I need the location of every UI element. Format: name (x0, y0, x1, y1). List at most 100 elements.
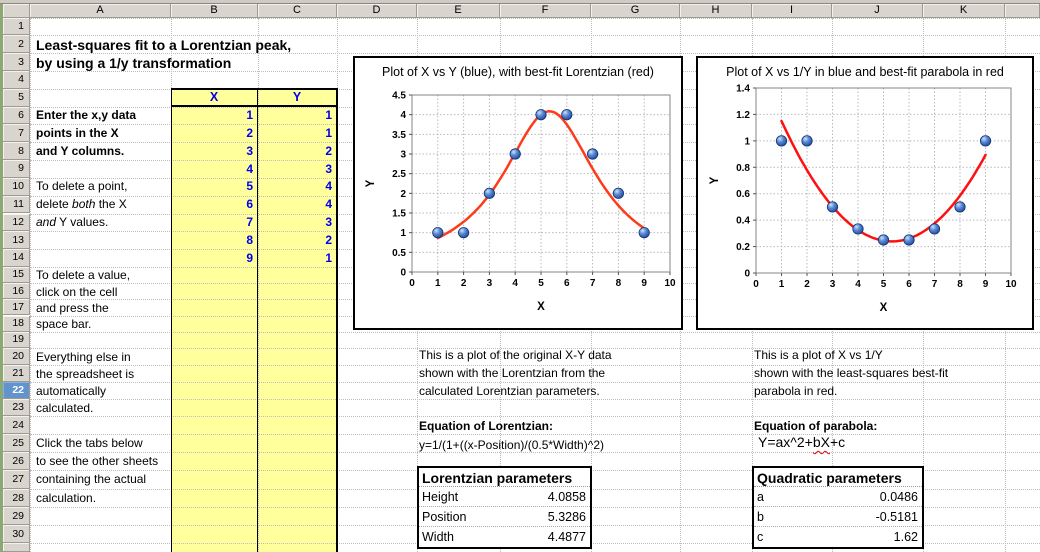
xy-lorentzian-chart[interactable]: 0 1 2 3 4 5 6 7 8 9 10 0 0.5 1 1.5 2 2.5 3 3.5 4 4.5 X Y Plot o… (353, 56, 683, 330)
instruction-cell-a15: To delete a value, (36, 267, 130, 283)
row-header-19[interactable]: 19 (3, 331, 30, 348)
row-header-26[interactable]: 26 (3, 452, 30, 470)
y-tick-label: 4 (400, 110, 406, 121)
grid-line (30, 331, 1040, 333)
y-data-cell-6[interactable]: 4 (325, 197, 332, 212)
row-header-10[interactable]: 10 (3, 177, 30, 196)
y-tick-label: 2 (400, 189, 406, 200)
column-header-A[interactable]: A (30, 4, 171, 18)
table-row[interactable]: Height 4.0858 (419, 487, 590, 507)
x-tick-label: 0 (753, 279, 759, 290)
y-data-cell-1[interactable]: 1 (325, 108, 332, 123)
row-header-15[interactable]: 15 (3, 266, 30, 283)
lorentzian-parameters-table[interactable]: Lorentzian parameters Height 4.0858 Posi… (417, 466, 592, 549)
row-header-12[interactable]: 12 (3, 213, 30, 232)
column-header-D[interactable]: D (337, 4, 417, 18)
table-row[interactable]: Width 4.4877 (419, 527, 590, 547)
row-header-25[interactable]: 25 (3, 434, 30, 452)
instruction-text-segment: and Y columns. (36, 143, 125, 158)
row-header-3[interactable]: 3 (3, 53, 30, 71)
param-label: a (757, 489, 764, 504)
x-data-cell-2[interactable]: 2 (246, 125, 253, 140)
y-data-cell-2[interactable]: 1 (325, 125, 332, 140)
quadratic-parameters-table[interactable]: Quadratic parameters a 0.0486 b -0.5181 … (752, 466, 924, 549)
row-header-27[interactable]: 27 (3, 470, 30, 489)
y-tick-label: 1.4 (736, 84, 750, 95)
column-header-C[interactable]: C (258, 4, 337, 18)
column-header-partial[interactable] (1005, 4, 1040, 18)
x-data-cell-8[interactable]: 8 (246, 232, 253, 247)
row-header-2[interactable]: 2 (3, 35, 30, 54)
y-data-cell-8[interactable]: 2 (325, 232, 332, 247)
table-row[interactable]: b -0.5181 (754, 507, 922, 527)
data-entry-region[interactable] (171, 88, 337, 552)
y-data-cell-9[interactable]: 1 (325, 250, 332, 265)
row-header-20[interactable]: 20 (3, 348, 30, 365)
instruction-cell-a23: calculated. (36, 400, 93, 416)
row-header-21[interactable]: 21 (3, 365, 30, 382)
row-header-29[interactable]: 29 (3, 507, 30, 525)
row-header-6[interactable]: 6 (3, 106, 30, 125)
row-header-9[interactable]: 9 (3, 160, 30, 178)
row-header-5[interactable]: 5 (3, 88, 30, 107)
row-header-18[interactable]: 18 (3, 315, 30, 332)
table-row[interactable]: c 1.62 (754, 527, 922, 547)
right-note-line1: This is a plot of X vs 1/Y (754, 348, 883, 362)
column-header-B[interactable]: B (171, 4, 258, 18)
row-header-4[interactable]: 4 (3, 71, 30, 89)
y-tick-label: 0.4 (736, 216, 750, 227)
x-inverse-y-parabola-chart[interactable]: 0 1 2 3 4 5 6 7 8 9 10 0 0.2 0.4 0.6 0.8 1 1.2 1.4 X Y Plot o… (696, 56, 1034, 330)
x-data-cell-6[interactable]: 6 (246, 197, 253, 212)
y-tick-label: 0.6 (736, 189, 750, 200)
window-left-edge (0, 0, 3, 552)
y-data-cell-3[interactable]: 2 (325, 143, 332, 158)
table-row[interactable]: Position 5.3286 (419, 507, 590, 527)
row-header-16[interactable]: 16 (3, 283, 30, 300)
column-header-G[interactable]: G (591, 4, 680, 18)
x-column-header-cell[interactable]: X (209, 90, 219, 104)
column-header-H[interactable]: H (680, 4, 752, 18)
row-header-28[interactable]: 28 (3, 489, 30, 507)
x-tick-label: 0 (409, 278, 415, 289)
row-header-1[interactable]: 1 (3, 17, 30, 36)
column-header-I[interactable]: I (752, 4, 832, 18)
parabola-equation-title: Equation of parabola: (754, 419, 878, 433)
column-header-F[interactable]: F (500, 4, 591, 18)
quadratic-table-title: Quadratic parameters (754, 468, 922, 487)
row-header-13[interactable]: 13 (3, 231, 30, 249)
y-data-cell-5[interactable]: 4 (325, 179, 332, 194)
x-data-cell-4[interactable]: 4 (246, 161, 253, 176)
row-header-24[interactable]: 24 (3, 416, 30, 434)
row-header-17[interactable]: 17 (3, 299, 30, 316)
select-all-corner[interactable] (3, 4, 30, 18)
param-value: -0.5181 (875, 509, 918, 524)
x-data-cell-9[interactable]: 9 (246, 250, 253, 265)
instruction-text-segment: click on the cell (36, 284, 118, 299)
x-data-cell-3[interactable]: 3 (246, 143, 253, 158)
y-tick-label: 4.5 (392, 91, 406, 102)
row-header-23[interactable]: 23 (3, 399, 30, 416)
x-data-cell-1[interactable]: 1 (246, 108, 253, 123)
y-data-cell-7[interactable]: 3 (325, 215, 332, 229)
row-header-22[interactable]: 22 (3, 382, 30, 399)
chart-title: Plot of X vs Y (blue), with best-fit Lor… (382, 65, 654, 79)
column-header-J[interactable]: J (832, 4, 923, 18)
x-data-cell-5[interactable]: 5 (246, 179, 253, 194)
x-axis-title: X (537, 301, 545, 313)
instruction-text-segment: space bar. (36, 317, 92, 331)
y-column-header-cell[interactable]: Y (292, 90, 302, 104)
table-row[interactable]: a 0.0486 (754, 487, 922, 507)
row-header-11[interactable]: 11 (3, 195, 30, 214)
row-header-8[interactable]: 8 (3, 142, 30, 160)
y-data-cell-4[interactable]: 3 (325, 161, 332, 176)
row-header-31-partial[interactable] (3, 543, 30, 552)
instruction-cell-a10: To delete a point, (36, 178, 127, 194)
x-data-cell-7[interactable]: 7 (246, 215, 253, 229)
instruction-text-segment: To delete a point, (36, 179, 128, 194)
row-header-7[interactable]: 7 (3, 124, 30, 143)
y-tick-label: 1 (744, 136, 750, 147)
row-header-30[interactable]: 30 (3, 525, 30, 543)
column-header-E[interactable]: E (417, 4, 500, 18)
row-header-14[interactable]: 14 (3, 249, 30, 267)
column-header-K[interactable]: K (923, 4, 1005, 18)
